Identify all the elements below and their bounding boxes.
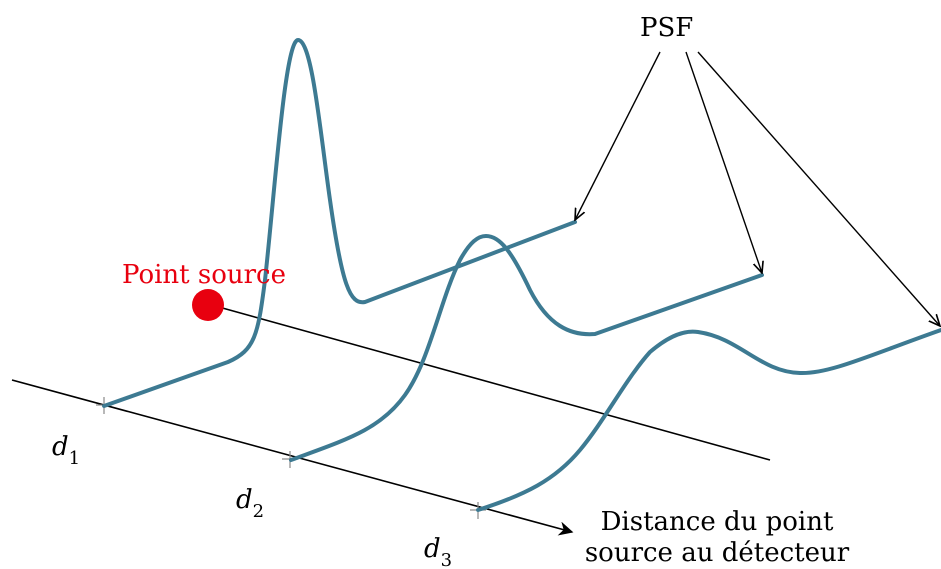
d3-label: d3 xyxy=(424,534,452,569)
d1-label: d1 xyxy=(52,432,80,469)
psf-curve-d2 xyxy=(289,234,764,462)
point-source-dot xyxy=(192,289,224,321)
point-source-line xyxy=(207,303,771,461)
axis-caption-line2: source au détecteur xyxy=(585,538,850,568)
psf-curve-d1 xyxy=(102,38,577,408)
psf-arrow-2 xyxy=(685,51,762,273)
distance-axis xyxy=(11,379,574,536)
axis-caption-line1: Distance du point xyxy=(601,507,834,537)
psf-arrow-3 xyxy=(697,51,940,326)
d2-label: d2 xyxy=(236,485,264,522)
psf-label: PSF xyxy=(640,13,693,43)
psf-curve-d3 xyxy=(476,328,941,512)
psf-arrow-1 xyxy=(575,51,661,220)
point-source-label: Point source xyxy=(122,260,286,290)
